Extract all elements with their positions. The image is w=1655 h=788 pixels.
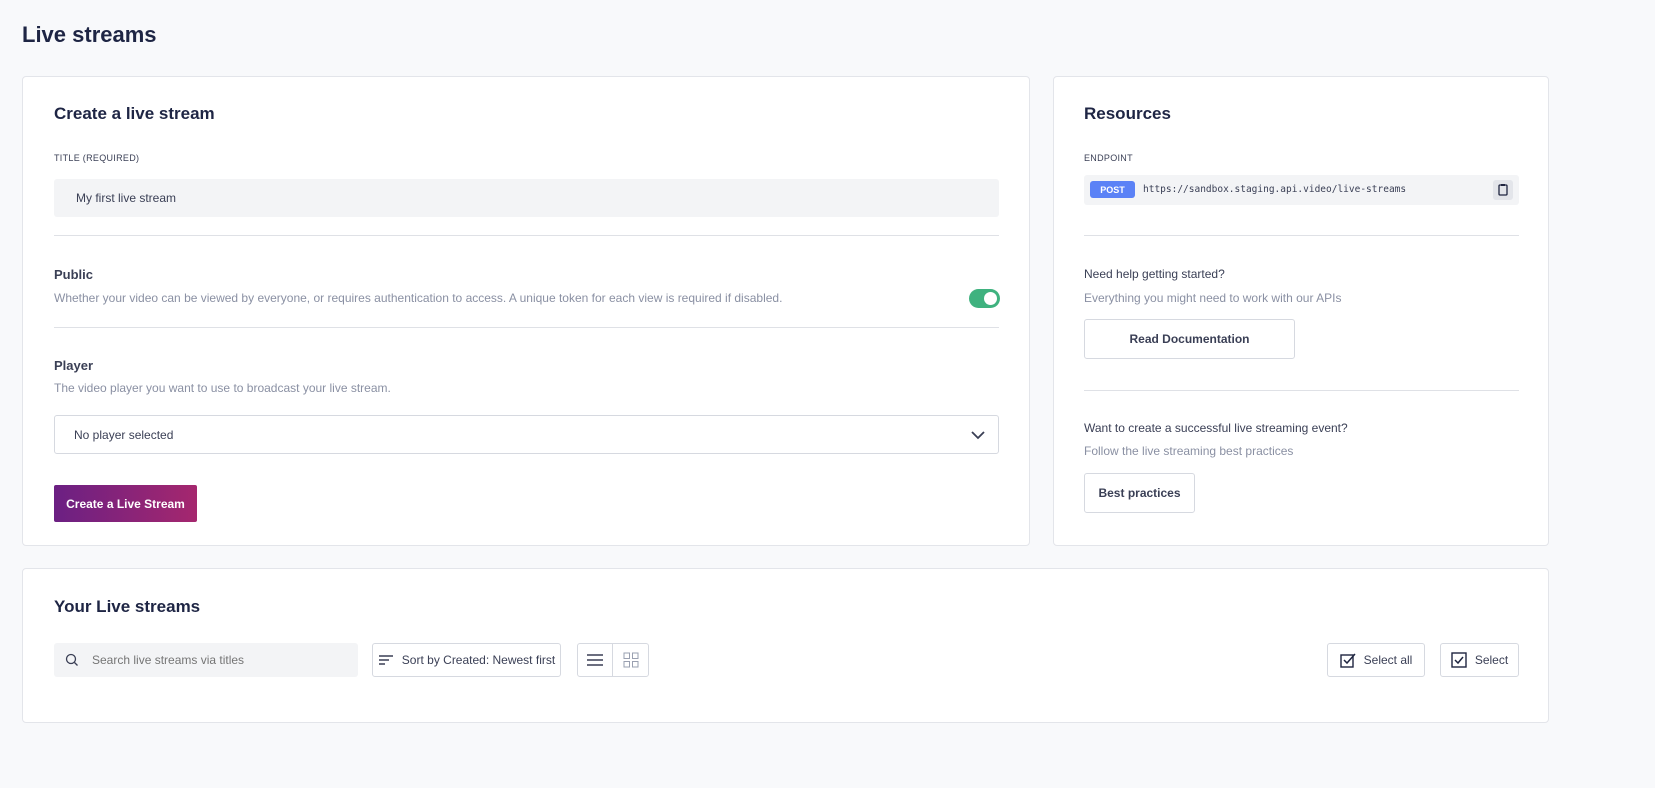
divider (54, 235, 999, 236)
title-label: TITLE (REQUIRED) (54, 153, 140, 163)
copy-clipboard-icon[interactable] (1493, 180, 1513, 200)
search-input[interactable] (92, 643, 352, 677)
player-description: The video player you want to use to broa… (54, 381, 391, 395)
resources-card: Resources ENDPOINT POST https://sandbox.… (1053, 76, 1549, 546)
grid-view-icon[interactable] (613, 644, 648, 676)
divider (1084, 390, 1519, 391)
public-label: Public (54, 267, 94, 282)
page-title: Live streams (22, 22, 157, 47)
chevron-down-icon (971, 431, 985, 440)
live-streams-list-card: Your Live streams Sort by Created: Newes… (22, 568, 1549, 723)
player-select[interactable]: No player selected (54, 415, 999, 454)
sort-label: Sort by Created: Newest first (401, 653, 556, 667)
public-description: Whether your video can be viewed by ever… (54, 291, 783, 305)
endpoint-box: POST https://sandbox.staging.api.video/l… (1084, 175, 1519, 205)
select-all-button[interactable]: Select all (1327, 643, 1425, 677)
search-icon (65, 653, 78, 666)
title-input[interactable] (54, 179, 999, 217)
endpoint-label: ENDPOINT (1084, 153, 1133, 163)
endpoint-url: https://sandbox.staging.api.video/live-s… (1143, 184, 1407, 195)
resources-title: Resources (1084, 104, 1171, 123)
select-all-label: Select all (1363, 653, 1413, 667)
method-badge: POST (1090, 181, 1135, 198)
divider (1084, 235, 1519, 236)
best-practices-button[interactable]: Best practices (1084, 473, 1195, 513)
divider (54, 327, 999, 328)
select-button[interactable]: Select (1440, 643, 1519, 677)
help-title: Need help getting started? (1084, 267, 1225, 281)
create-live-stream-button[interactable]: Create a Live Stream (54, 485, 197, 522)
list-title: Your Live streams (54, 597, 201, 616)
player-select-value: No player selected (74, 428, 174, 442)
checkbox-icon (1451, 652, 1467, 668)
view-toggle (577, 643, 649, 677)
list-view-icon[interactable] (578, 644, 613, 676)
help-description: Everything you might need to work with o… (1084, 291, 1342, 305)
read-documentation-button[interactable]: Read Documentation (1084, 319, 1295, 359)
public-toggle[interactable] (969, 289, 1000, 308)
create-title: Create a live stream (54, 104, 215, 123)
event-description: Follow the live streaming best practices (1084, 444, 1294, 458)
select-label: Select (1474, 653, 1509, 667)
player-label: Player (54, 358, 94, 373)
create-card: Create a live stream TITLE (REQUIRED) Pu… (22, 76, 1030, 546)
sort-icon (378, 655, 393, 665)
search-field[interactable] (54, 643, 358, 677)
sort-button[interactable]: Sort by Created: Newest first (372, 643, 561, 677)
select-all-icon (1339, 653, 1356, 668)
event-title: Want to create a successful live streami… (1084, 421, 1348, 435)
